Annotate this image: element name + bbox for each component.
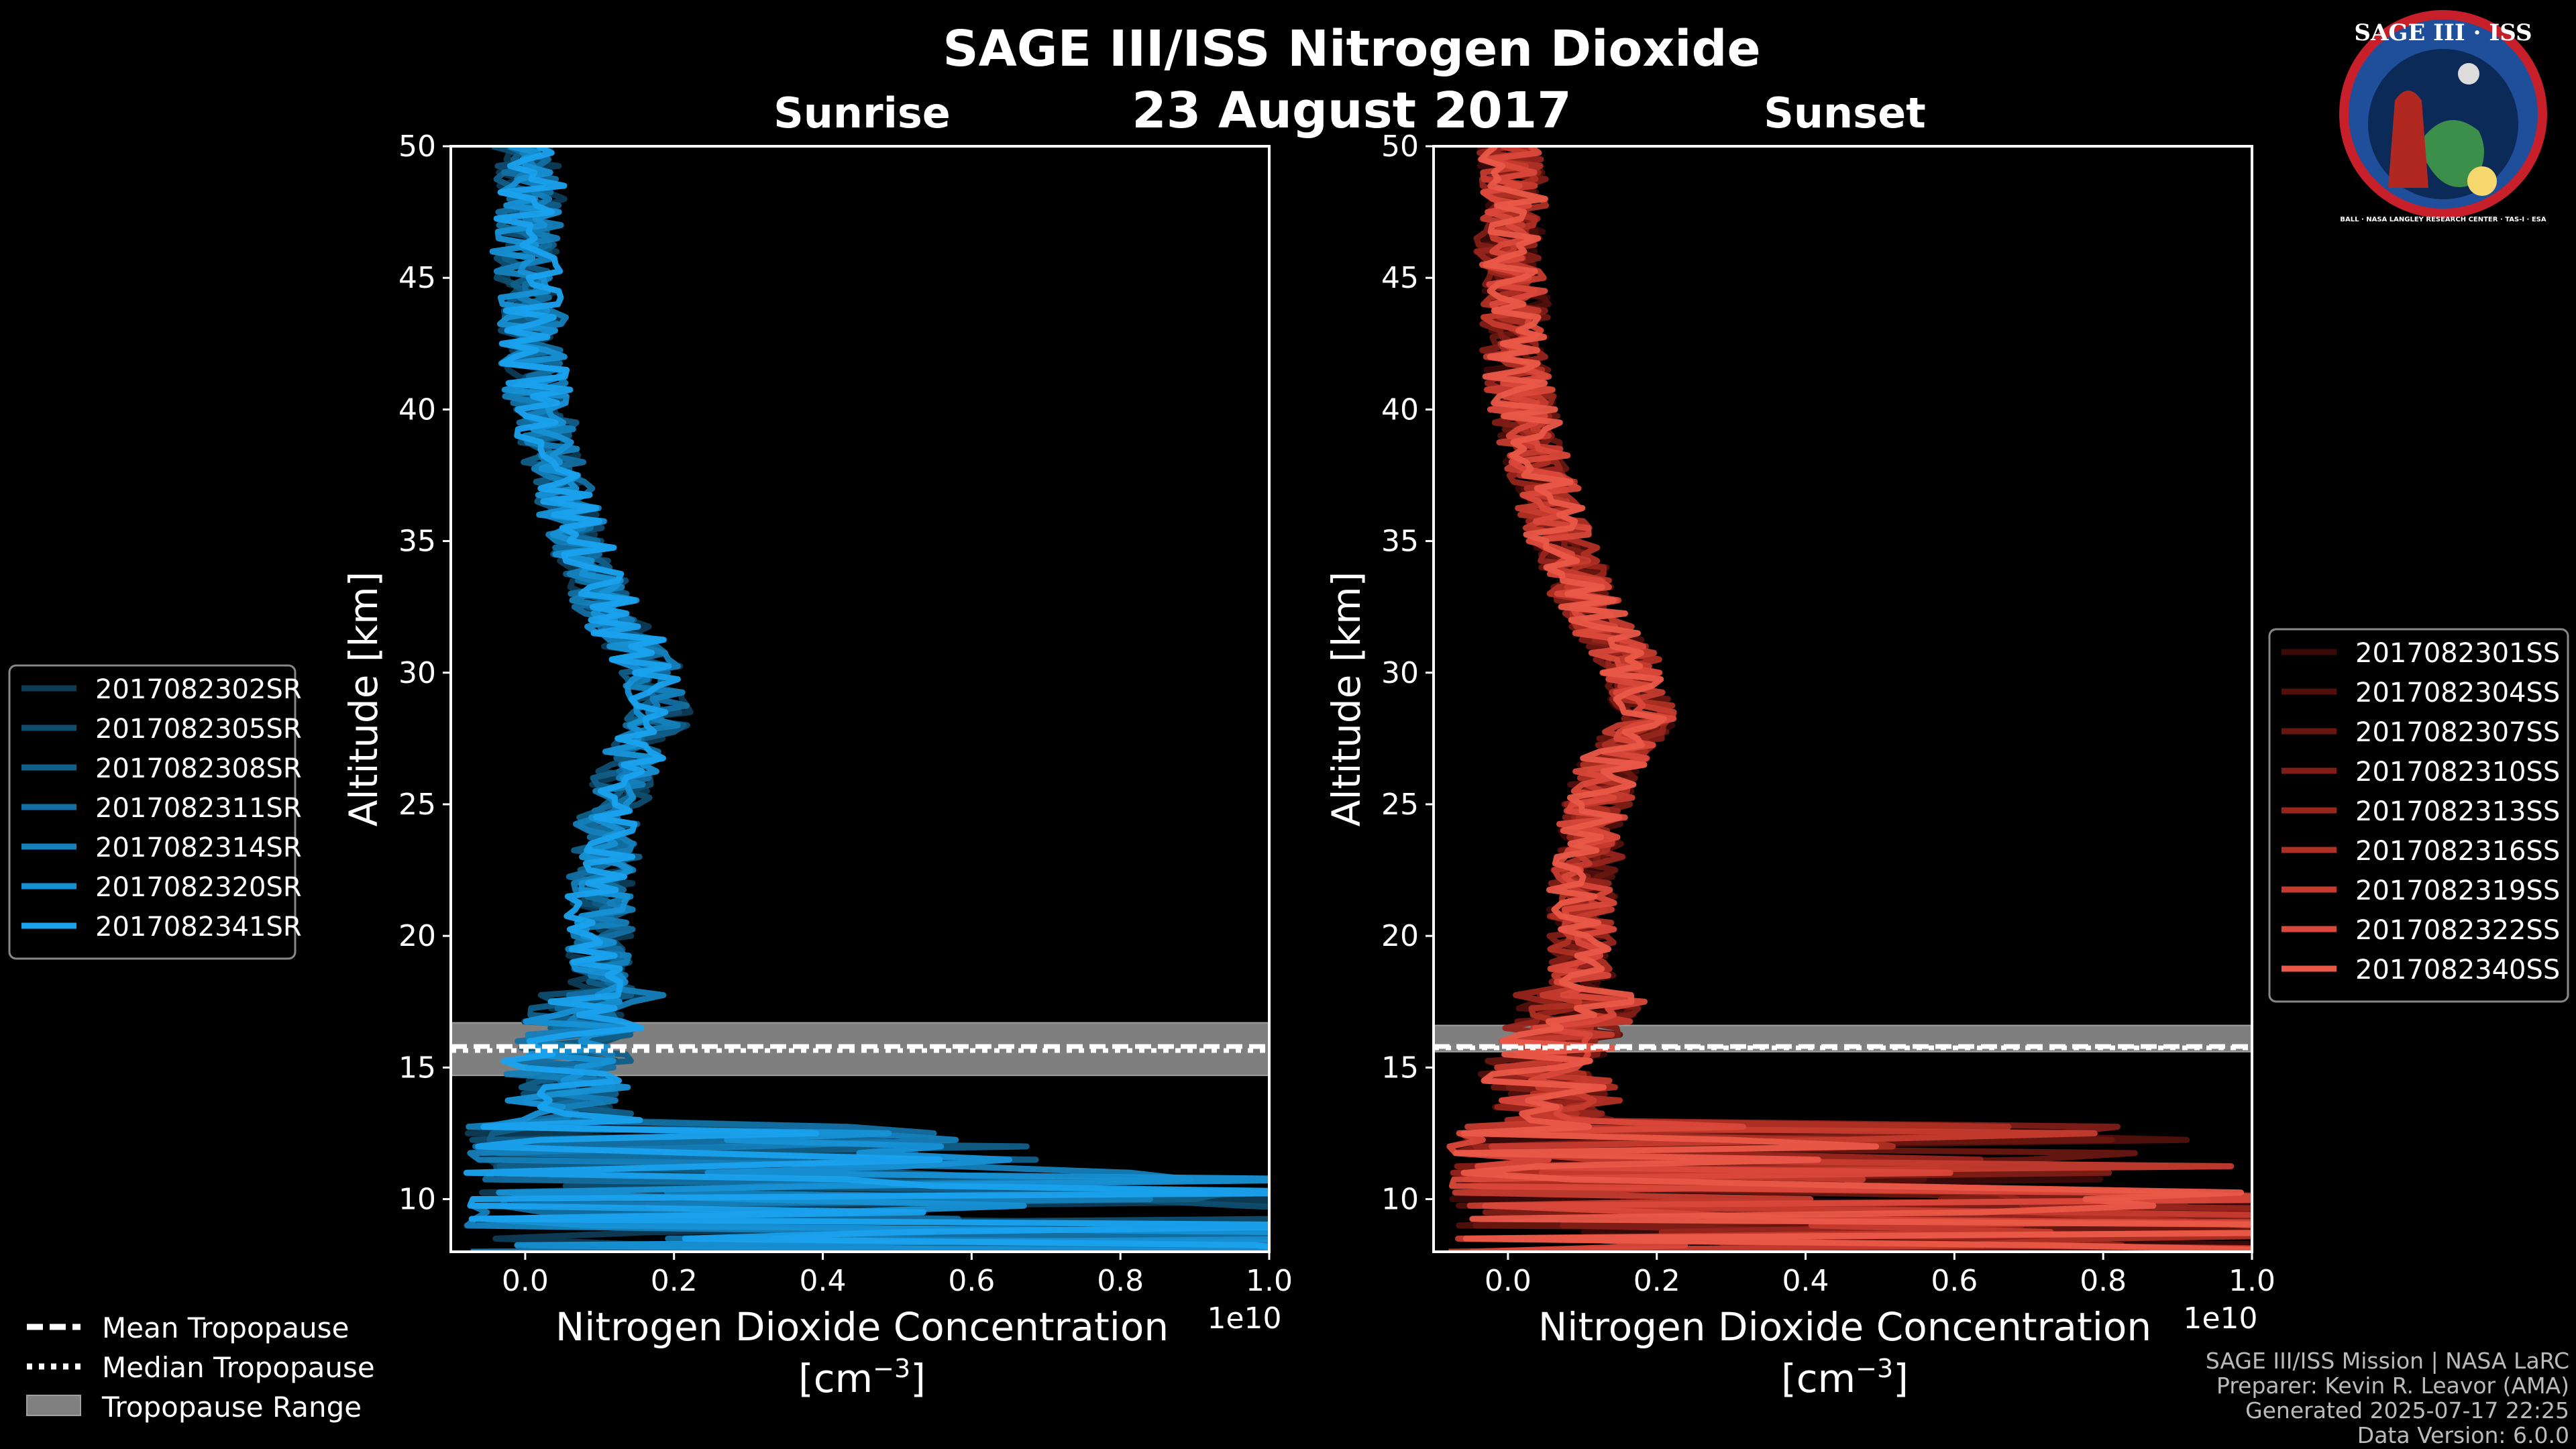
logo-ring-text: BALL · NASA LANGLEY RESEARCH CENTER · TA… bbox=[2340, 216, 2546, 223]
sunrise-y-tick-label: 25 bbox=[398, 788, 436, 822]
sunset-y-axis-label: Altitude [km] bbox=[1324, 572, 1369, 826]
logo-earth-icon bbox=[2418, 120, 2484, 187]
sunrise-x-multiplier: 1e10 bbox=[1207, 1301, 1281, 1336]
sunrise-legend-label: 2017082314SR bbox=[95, 833, 302, 863]
sunset-plot-area bbox=[1434, 146, 2252, 1252]
sunset-x-tick-label: 0.4 bbox=[1782, 1264, 1829, 1298]
sunset-series-2017082340SS bbox=[1453, 146, 2252, 1252]
footer-version: Data Version: 6.0.0 bbox=[2357, 1422, 2569, 1448]
sunset-y-tick-label: 40 bbox=[1381, 392, 1419, 427]
mean-tropopause-label: Mean Tropopause bbox=[102, 1311, 349, 1344]
sunrise-subtitle: Sunrise bbox=[773, 89, 951, 138]
footer-generated: Generated 2025-07-17 22:25 bbox=[2245, 1397, 2569, 1424]
sunset-y-tick-label: 50 bbox=[1381, 129, 1419, 164]
sunrise-legend-label: 2017082341SR bbox=[95, 912, 302, 943]
sunrise-panel: 0.0 0.2 0.4 0.6 0.8 1.0 10 15 20 25 30 35 40 45 50 bbox=[398, 129, 1293, 1298]
sunrise-series-2017082341SR bbox=[463, 146, 1269, 1250]
sunset-legend-label: 2017082304SS bbox=[2355, 678, 2560, 708]
sunset-y-tick-label: 10 bbox=[1381, 1183, 1419, 1217]
sunset-y-tick-label: 20 bbox=[1381, 919, 1419, 953]
sunrise-units-close: ] bbox=[910, 1356, 926, 1401]
sunset-x-multiplier: 1e10 bbox=[2183, 1301, 2257, 1336]
sunset-y-tick-label: 25 bbox=[1381, 788, 1419, 822]
logo-figure-icon bbox=[2388, 91, 2428, 188]
sunset-x-tick-label: 0.2 bbox=[1633, 1264, 1680, 1298]
logo-moon-icon bbox=[2458, 63, 2479, 85]
sunset-y-tick-label: 30 bbox=[1381, 656, 1419, 690]
footer-mission: SAGE III/ISS Mission | NASA LaRC bbox=[2206, 1348, 2569, 1374]
sunset-legend-label: 2017082313SS bbox=[2355, 796, 2560, 827]
sunrise-y-tick-label: 35 bbox=[398, 525, 436, 559]
tropopause-range-label: Tropopause Range bbox=[101, 1391, 362, 1424]
sunset-x-axis-label: Nitrogen Dioxide Concentration bbox=[1538, 1304, 2151, 1350]
sunrise-x-tick-label: 0.6 bbox=[948, 1264, 995, 1298]
sunset-panel: 0.0 0.2 0.4 0.6 0.8 1.0 10 15 20 25 30 35 40 45 50 bbox=[1381, 129, 2275, 1298]
tropopause-range-swatch bbox=[26, 1395, 81, 1416]
sunset-legend-label: 2017082307SS bbox=[2355, 717, 2560, 748]
sunset-legend-label: 2017082319SS bbox=[2355, 875, 2560, 906]
sunrise-legend-label: 2017082305SR bbox=[95, 714, 302, 745]
footer-credits: SAGE III/ISS Mission | NASA LaRC Prepare… bbox=[2206, 1348, 2569, 1448]
sunrise-legend-label: 2017082308SR bbox=[95, 753, 302, 784]
sage-iii-iss-logo: SAGE III · ISS BALL · NASA LANGLEY RESEA… bbox=[2339, 10, 2547, 223]
sunrise-plot-area bbox=[451, 146, 1269, 1252]
sunrise-y-tick-label: 10 bbox=[398, 1183, 436, 1217]
sunrise-axes-frame bbox=[449, 145, 1271, 1253]
chart-title: SAGE III/ISS Nitrogen Dioxide bbox=[943, 20, 1760, 78]
sunrise-series-2017082311SR bbox=[472, 146, 1269, 1250]
sunrise-y-tick-label: 40 bbox=[398, 392, 436, 427]
sunset-x-tick-label: 0.6 bbox=[1931, 1264, 1978, 1298]
sunrise-x-tick-label: 1.0 bbox=[1246, 1264, 1293, 1298]
sunset-x-tick-label: 0.0 bbox=[1485, 1264, 1532, 1298]
sunrise-x-tick-label: 0.8 bbox=[1097, 1264, 1144, 1298]
sunset-subtitle: Sunset bbox=[1764, 89, 1926, 138]
logo-sun-icon bbox=[2467, 166, 2497, 196]
footer-preparer: Preparer: Kevin R. Leavor (AMA) bbox=[2216, 1373, 2569, 1399]
sunrise-x-tick-label: 0.2 bbox=[651, 1264, 698, 1298]
sunset-units-open: [cm bbox=[1781, 1356, 1856, 1401]
sunrise-y-tick-label: 15 bbox=[398, 1051, 436, 1085]
sunrise-series-2017082320SR bbox=[480, 146, 1269, 1252]
sunrise-x-tick-label: 0.4 bbox=[800, 1264, 847, 1298]
sunrise-legend-label: 2017082302SR bbox=[95, 674, 302, 705]
sunset-x-tick-label: 0.8 bbox=[2080, 1264, 2127, 1298]
sunrise-y-tick-label: 50 bbox=[398, 129, 436, 164]
sunset-legend: 2017082301SS 2017082304SS 2017082307SS 2017… bbox=[2268, 628, 2569, 1003]
sunrise-units-sup: −3 bbox=[873, 1354, 910, 1383]
logo-title: SAGE III · ISS bbox=[2354, 19, 2532, 46]
sunrise-x-axis-label: Nitrogen Dioxide Concentration bbox=[555, 1304, 1169, 1350]
sunset-series-2017082322SS bbox=[1446, 146, 2252, 1252]
sunrise-x-tick-label: 0.0 bbox=[502, 1264, 549, 1298]
sunrise-legend: 2017082302SR 2017082305SR 2017082308SR 2017… bbox=[8, 664, 302, 960]
sunrise-y-tick-label: 30 bbox=[398, 656, 436, 690]
sunrise-legend-box bbox=[8, 664, 297, 960]
sunset-axes-frame bbox=[1432, 145, 2253, 1253]
sunset-legend-label: 2017082322SS bbox=[2355, 915, 2560, 946]
sunset-legend-label: 2017082310SS bbox=[2355, 757, 2560, 788]
sunset-legend-label: 2017082301SS bbox=[2355, 638, 2560, 669]
sunset-x-tick-label: 1.0 bbox=[2229, 1264, 2275, 1298]
sunrise-legend-label: 2017082320SR bbox=[95, 872, 302, 903]
sunset-legend-label: 2017082316SS bbox=[2355, 836, 2560, 867]
sunrise-y-axis-label: Altitude [km] bbox=[341, 572, 386, 826]
sunset-x-axis-units: [cm−3] bbox=[1781, 1354, 1909, 1401]
chart-date: 23 August 2017 bbox=[1132, 82, 1572, 140]
sunrise-units-open: [cm bbox=[798, 1356, 873, 1401]
sunrise-x-axis-units: [cm−3] bbox=[798, 1354, 926, 1401]
sunrise-y-tick-label: 20 bbox=[398, 919, 436, 953]
sunset-y-tick-label: 45 bbox=[1381, 261, 1419, 295]
sunrise-y-tick-label: 45 bbox=[398, 261, 436, 295]
sunset-y-tick-label: 35 bbox=[1381, 525, 1419, 559]
sunset-legend-label: 2017082340SS bbox=[2355, 955, 2560, 985]
median-tropopause-label: Median Tropopause bbox=[102, 1351, 375, 1384]
sunset-units-close: ] bbox=[1893, 1356, 1909, 1401]
tropopause-legend: Mean Tropopause Median Tropopause Tropop… bbox=[26, 1311, 375, 1424]
sunrise-legend-label: 2017082311SR bbox=[95, 793, 302, 824]
sunset-y-tick-label: 15 bbox=[1381, 1051, 1419, 1085]
sunset-legend-box bbox=[2268, 628, 2569, 1003]
sunset-units-sup: −3 bbox=[1856, 1354, 1893, 1383]
